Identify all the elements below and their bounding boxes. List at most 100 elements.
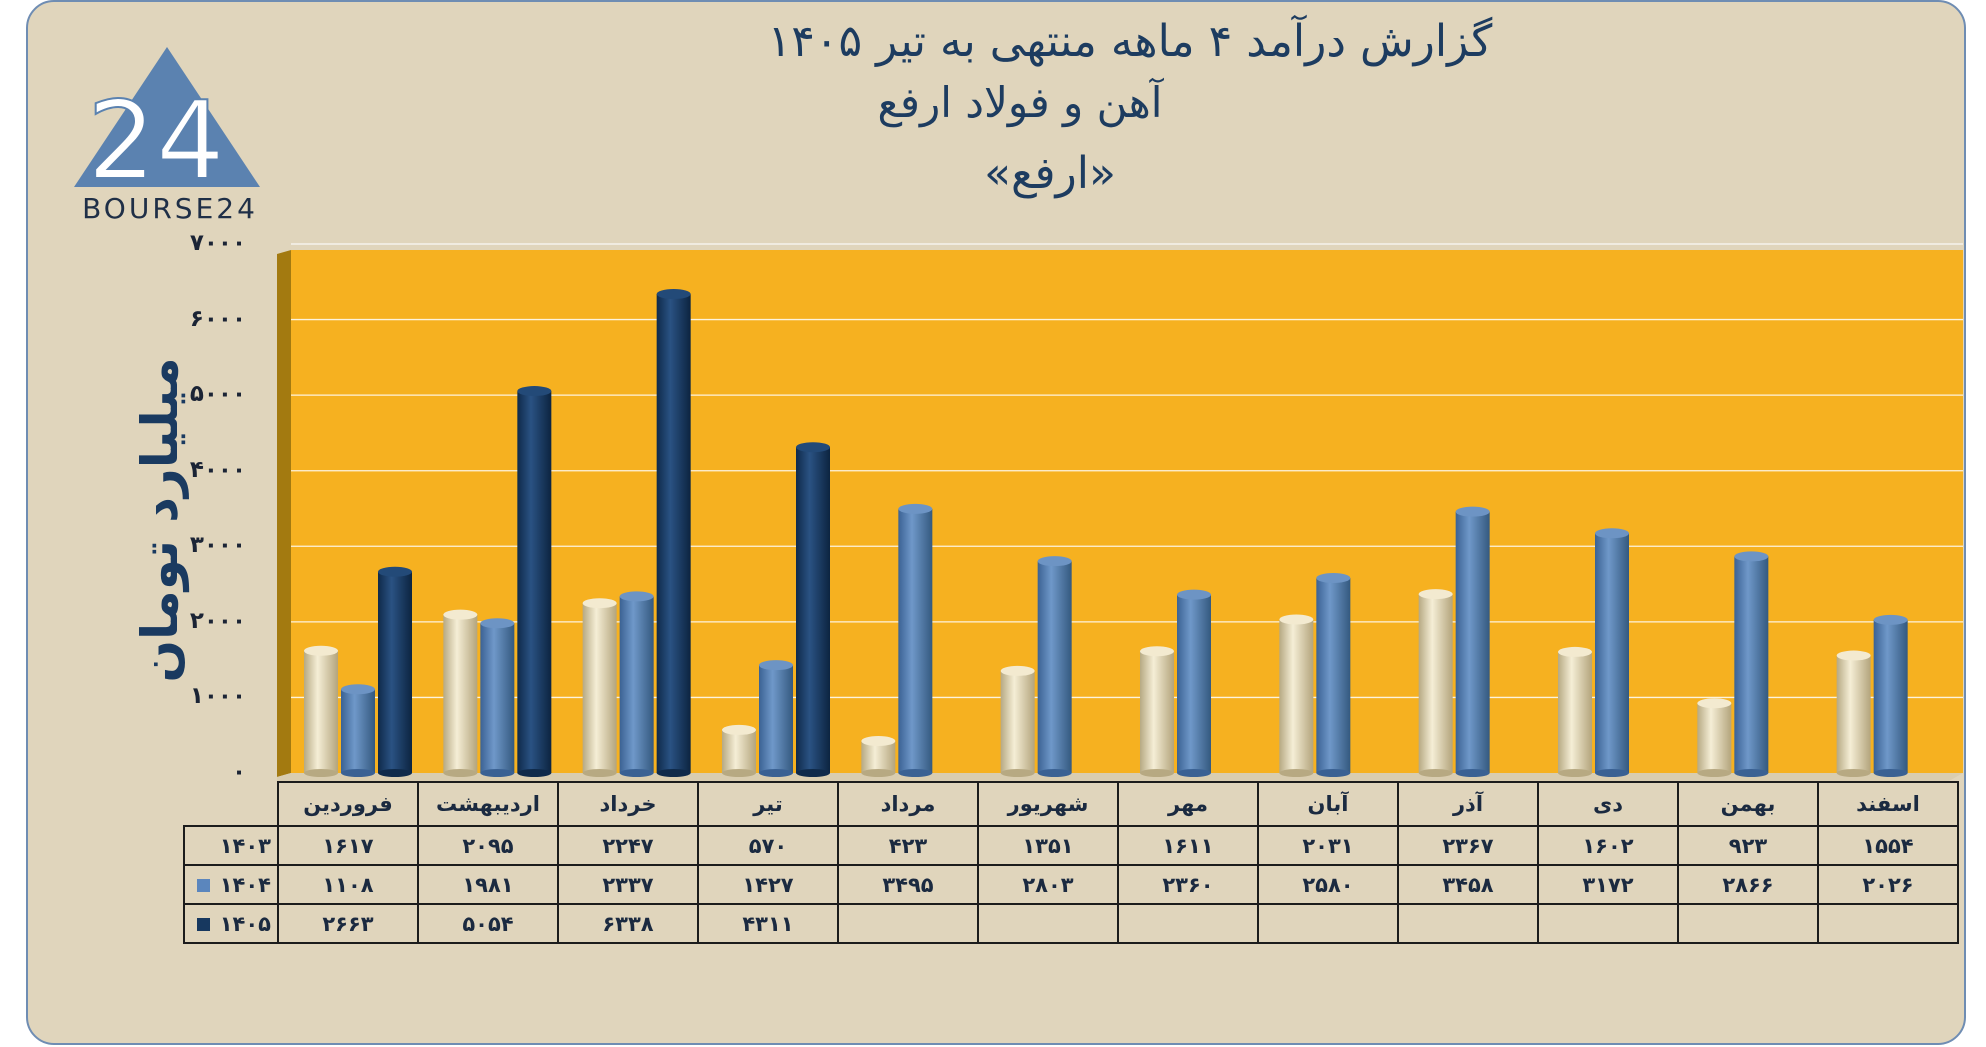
value-cell: ۹۲۳ <box>1677 825 1819 866</box>
y-tick-label: ۰ <box>231 759 246 785</box>
table-header-row: فروردین اردیبهشت خرداد تیر مرداد شهریور مهر آبا… <box>184 781 1959 827</box>
bar-body <box>898 508 933 773</box>
bar-cap <box>1873 614 1908 625</box>
bar-base <box>443 769 478 777</box>
bar-cap <box>1000 665 1035 676</box>
bar-cap <box>1697 698 1732 709</box>
bar-base <box>378 769 412 777</box>
bar-cap <box>1595 528 1629 539</box>
value-cell: ۱۶۰۲ <box>1537 825 1679 866</box>
bar <box>341 684 375 777</box>
bar-base <box>796 769 830 777</box>
bar-base <box>304 769 338 777</box>
table-row: ۱۴۰۴ ۱۱۰۸ ۱۹۸۱ ۲۳۳۷ ۱۴۲۷ ۳۴۹۵ ۲۸۰۳ ۲۳۶۰ ۲۵۸۰ ۳۴۵… <box>183 864 1959 905</box>
value-cell: ۲۰۳۱ <box>1257 825 1399 866</box>
bar-cap <box>619 591 654 602</box>
value-cell: ۴۲۳ <box>837 825 979 866</box>
bar-body <box>517 391 552 773</box>
bar-base <box>1418 769 1453 777</box>
bar-cap <box>1455 506 1490 517</box>
bar-body <box>1279 619 1314 773</box>
value-cell: ۳۴۹۵ <box>837 864 979 905</box>
bar-base <box>1140 769 1174 777</box>
value-cell: ۲۲۴۷ <box>557 825 699 866</box>
bar-cap <box>1418 589 1453 600</box>
company-name: آهن و فولاد ارفع <box>877 78 1163 127</box>
bar <box>1734 551 1769 777</box>
bar <box>1000 665 1035 777</box>
value-cell: ۱۶۱۱ <box>1117 825 1259 866</box>
bar-base <box>861 769 896 777</box>
data-table: فروردین اردیبهشت خرداد تیر مرداد شهریور مهر آبا… <box>183 781 1959 944</box>
bar-base <box>1177 769 1211 777</box>
bar-base <box>1279 769 1314 777</box>
category-label: خرداد <box>557 781 699 827</box>
bar-body <box>861 741 896 773</box>
bar-cap <box>443 609 478 620</box>
bar-base <box>480 769 515 777</box>
bar-cap <box>898 503 933 514</box>
bar-base <box>1558 769 1592 777</box>
bar-base <box>1734 769 1769 777</box>
value-cell: ۲۶۶۳ <box>277 903 419 944</box>
bar-body <box>341 689 375 773</box>
value-cell <box>1817 903 1959 944</box>
value-cell: ۱۵۵۴ <box>1817 825 1959 866</box>
bar <box>1279 614 1314 777</box>
chart-title: گزارش درآمد ۴ ماهه منتهی به تیر ۱۴۰۵ <box>767 16 1493 67</box>
plot-floor <box>277 773 1963 781</box>
bourse24-logo: 24 <box>74 47 260 205</box>
bar-cap <box>1279 614 1314 625</box>
bar <box>619 591 654 777</box>
bar-base <box>1836 769 1871 777</box>
series-label: ۱۴۰۴ <box>219 872 271 897</box>
bar <box>1595 528 1629 777</box>
bar-cap <box>1734 551 1769 562</box>
value-cell <box>837 903 979 944</box>
bar <box>1558 646 1592 777</box>
row-label-1404: ۱۴۰۴ <box>183 864 279 905</box>
plot-area <box>291 250 1963 773</box>
bar-body <box>759 665 793 773</box>
value-cell: ۲۰۲۶ <box>1817 864 1959 905</box>
bar-body <box>1037 561 1072 773</box>
bar-base <box>1697 769 1732 777</box>
row-label-1403: ۱۴۰۳ <box>183 825 279 866</box>
bar-base <box>656 769 691 777</box>
y-tick-label: ۵۰۰۰ <box>189 381 246 408</box>
plot-side-wall <box>277 250 291 777</box>
logo-glyph: 24 <box>87 79 224 204</box>
bar-base <box>619 769 654 777</box>
bar <box>1140 646 1174 777</box>
bar-cap <box>378 566 412 577</box>
category-label: شهریور <box>977 781 1119 827</box>
bar <box>759 660 793 777</box>
bar-body <box>619 596 654 773</box>
bar-cap <box>796 442 830 453</box>
bar-body <box>1316 578 1351 773</box>
bar-base <box>1000 769 1035 777</box>
bar <box>796 442 830 777</box>
bar <box>656 289 691 777</box>
value-cell <box>1257 903 1399 944</box>
bar <box>1836 650 1871 777</box>
value-cell <box>1397 903 1539 944</box>
bar <box>1177 589 1211 777</box>
bar-body <box>582 603 617 773</box>
bar <box>1418 589 1453 777</box>
bar-body <box>1836 655 1871 773</box>
category-label: اردیبهشت <box>417 781 559 827</box>
value-cell: ۱۳۵۱ <box>977 825 1119 866</box>
bar-cap <box>759 660 793 671</box>
bar <box>861 736 896 777</box>
bar <box>582 598 617 777</box>
bar-cap <box>1316 573 1351 584</box>
bar-body <box>1595 533 1629 773</box>
bar-cap <box>1037 556 1072 567</box>
bar-body <box>378 571 412 773</box>
value-cell <box>1677 903 1819 944</box>
bar-base <box>1316 769 1351 777</box>
category-label: اسفند <box>1817 781 1959 827</box>
table-row: ۱۴۰۵ ۲۶۶۳ ۵۰۵۴ ۶۳۳۸ ۴۳۱۱ <box>183 903 1959 944</box>
bar <box>378 566 412 777</box>
